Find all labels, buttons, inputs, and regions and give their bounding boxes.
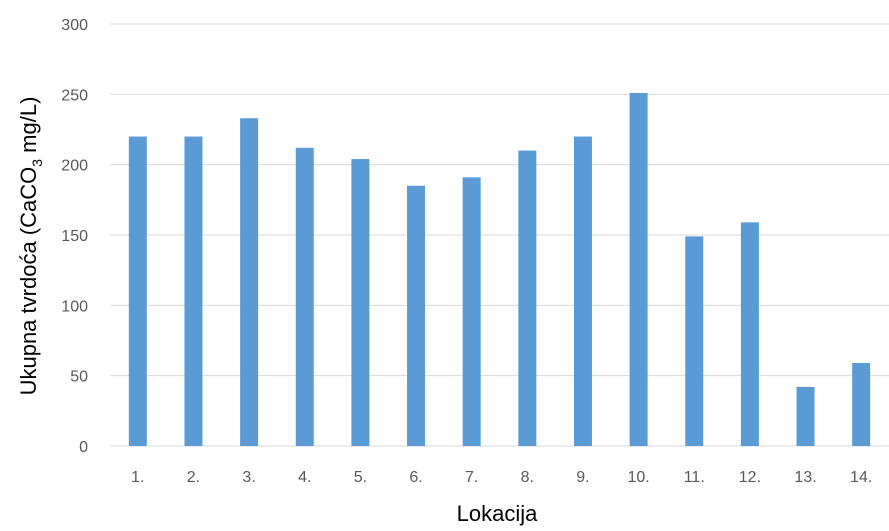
bar — [685, 236, 704, 446]
x-tick-label: 8. — [521, 469, 534, 486]
bar — [740, 222, 759, 446]
x-tick-label: 4. — [298, 469, 311, 486]
x-tick-labels: 1. 2. 3. 4. 5. 6. 7. 8. 9. 10. 11. 12. 13. 14. — [131, 469, 872, 486]
y-tick-label: 250 — [61, 87, 88, 104]
bar — [184, 136, 203, 447]
x-tick-label: 13. — [794, 469, 816, 486]
y-axis-title: Ukupna tvrdoća (CaCO3 mg/L) — [16, 97, 45, 396]
bar — [240, 118, 259, 446]
bar — [573, 136, 592, 447]
bars — [128, 92, 871, 447]
x-tick-label: 5. — [354, 469, 367, 486]
x-tick-label: 11. — [684, 469, 705, 486]
bar — [796, 386, 815, 446]
x-tick-label: 1. — [131, 469, 144, 486]
bar — [462, 177, 481, 446]
bar — [629, 92, 648, 446]
y-tick-label: 150 — [61, 228, 88, 245]
x-tick-label: 10. — [627, 469, 649, 486]
y-tick-label: 100 — [61, 298, 88, 315]
y-tick-label: 200 — [61, 158, 88, 175]
x-tick-label: 14. — [850, 469, 872, 486]
y-tick-labels: 0 50 100 150 200 250 300 — [61, 17, 88, 456]
x-tick-label: 7. — [465, 469, 478, 486]
bar — [351, 159, 370, 447]
bar — [407, 185, 426, 446]
x-tick-label: 2. — [187, 469, 200, 486]
x-tick-label: 9. — [576, 469, 589, 486]
bar — [128, 136, 147, 447]
y-tick-label: 300 — [61, 17, 88, 34]
bar — [518, 150, 537, 446]
bar — [852, 363, 871, 446]
y-axis-title-unit: mg/L) — [16, 97, 41, 159]
y-axis-title-subscript: 3 — [29, 159, 45, 167]
y-tick-label: 50 — [70, 369, 88, 386]
y-axis-title-main: Ukupna tvrdoća (CaCO — [16, 167, 41, 396]
x-axis-title: Lokacija — [457, 501, 538, 526]
x-tick-label: 12. — [739, 469, 761, 486]
bar — [295, 147, 314, 446]
x-tick-label: 3. — [242, 469, 255, 486]
x-tick-label: 6. — [409, 469, 422, 486]
y-tick-label: 0 — [79, 439, 88, 456]
gridlines — [110, 23, 889, 447]
